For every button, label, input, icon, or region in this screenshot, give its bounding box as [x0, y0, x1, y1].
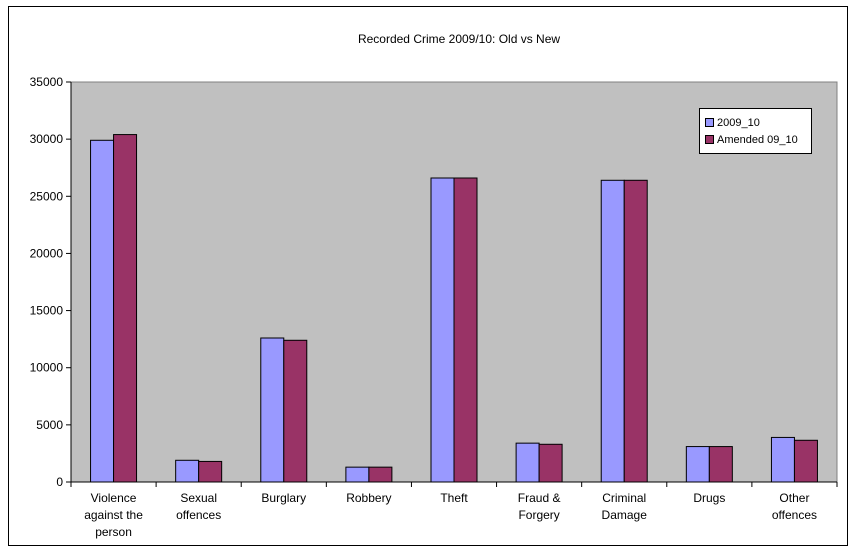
- x-tick-label-line: Violence: [91, 491, 137, 505]
- x-tick-label: Robbery: [346, 491, 391, 505]
- bar: [113, 134, 138, 483]
- y-tick-label: 20000: [30, 246, 64, 260]
- x-tick-label: Drugs: [693, 491, 725, 505]
- x-tick-label-line: Burglary: [261, 491, 306, 505]
- y-tick-label: 25000: [30, 189, 64, 203]
- x-tick-label: Criminal Damage: [602, 491, 648, 522]
- bar: [430, 177, 455, 483]
- y-tick-label: 0: [56, 475, 63, 489]
- x-tick-label: Fraud & Forgery: [518, 491, 561, 522]
- y-tick-label: 10000: [30, 361, 64, 375]
- x-tick-label: Other offences: [772, 491, 817, 522]
- x-tick-label-line: Criminal: [602, 491, 646, 505]
- bar-chart: Recorded Crime 2009/10: Old vs New 0 5000 1…: [30, 32, 838, 539]
- x-tick-label-line: Sexual: [180, 491, 217, 505]
- y-tick-label: 30000: [30, 132, 64, 146]
- x-tick-label: Sexual offences: [176, 491, 221, 522]
- x-tick-label-line: Fraud &: [518, 491, 561, 505]
- chart-title: Recorded Crime 2009/10: Old vs New: [358, 32, 560, 46]
- bar: [260, 337, 285, 483]
- bar: [538, 443, 563, 483]
- bar: [90, 139, 115, 483]
- legend-swatch: [705, 117, 714, 127]
- legend-item-amended-09-10: Amended 09_10: [705, 133, 798, 147]
- legend-swatch: [705, 134, 714, 144]
- x-tick-label-line: Drugs: [693, 491, 725, 505]
- bar: [793, 439, 818, 483]
- y-tick-label: 35000: [30, 75, 64, 89]
- x-tick-label: Violence against the person: [84, 491, 143, 539]
- x-tick-label: Theft: [440, 491, 468, 505]
- x-tick-label-line: Damage: [602, 508, 648, 522]
- bar: [175, 459, 200, 483]
- bar: [368, 466, 393, 483]
- bar: [770, 436, 795, 483]
- x-tick-label-line: person: [95, 525, 132, 539]
- x-tick-label-line: Forgery: [518, 508, 559, 522]
- x-tick-label-line: Other: [779, 491, 809, 505]
- legend-label: Amended 09_10: [717, 134, 798, 146]
- bar: [345, 466, 370, 483]
- legend-label: 2009_10: [717, 117, 760, 129]
- bar: [515, 442, 540, 483]
- x-tick-label-line: offences: [772, 508, 817, 522]
- bar: [198, 460, 223, 483]
- bar: [685, 446, 710, 483]
- y-tick-label: 15000: [30, 304, 64, 318]
- legend-item-2009-10: 2009_10: [705, 116, 760, 130]
- x-tick-label-line: Robbery: [346, 491, 391, 505]
- legend: 2009_10 Amended 09_10: [699, 108, 812, 154]
- bar: [623, 179, 648, 483]
- bar: [708, 446, 733, 483]
- bar: [453, 177, 478, 483]
- x-tick-label-line: offences: [176, 508, 221, 522]
- chart-frame: Recorded Crime 2009/10: Old vs New 0 5000 1…: [8, 6, 848, 546]
- y-tick-label: 5000: [36, 418, 63, 432]
- x-tick-label-line: against the: [84, 508, 143, 522]
- x-tick-label-line: Theft: [440, 491, 468, 505]
- bar: [283, 339, 308, 483]
- bar: [600, 179, 625, 483]
- x-tick-label: Burglary: [261, 491, 306, 505]
